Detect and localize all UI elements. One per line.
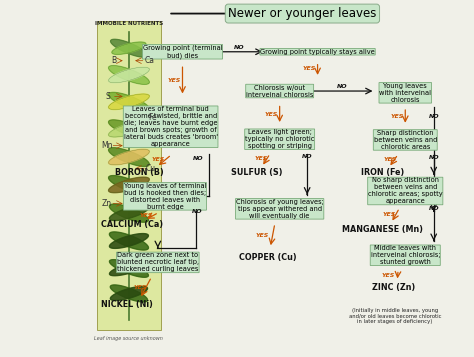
Text: COPPER (Cu): COPPER (Cu)	[239, 253, 297, 262]
Text: NO: NO	[429, 155, 439, 160]
Text: YES: YES	[383, 157, 397, 162]
Text: No sharp distinction
between veins and
chlorotic areas; spotty
appearance: No sharp distinction between veins and c…	[368, 177, 443, 205]
Polygon shape	[109, 233, 148, 248]
FancyBboxPatch shape	[97, 21, 161, 330]
Text: Young leaves of terminal
bud is hooked then dies;
distorted leaves with
burnt ed: Young leaves of terminal bud is hooked t…	[124, 183, 206, 210]
Text: SULFUR (S): SULFUR (S)	[231, 167, 283, 177]
Text: YES: YES	[303, 66, 316, 71]
Polygon shape	[109, 177, 149, 193]
Text: MANGANESE (Mn): MANGANESE (Mn)	[343, 225, 423, 234]
Text: NO: NO	[429, 114, 439, 119]
Polygon shape	[109, 67, 149, 83]
Text: Middle leaves with
interveinal chlorosis;
stunted growth: Middle leaves with interveinal chlorosis…	[371, 245, 440, 265]
Text: IRON (Fe): IRON (Fe)	[361, 167, 405, 177]
Text: YES: YES	[139, 213, 153, 218]
Polygon shape	[109, 206, 148, 221]
Text: Growing point typically stays alive: Growing point typically stays alive	[260, 49, 375, 55]
Text: NO: NO	[234, 45, 245, 50]
Polygon shape	[109, 92, 149, 111]
Text: NO: NO	[193, 156, 203, 161]
Text: Chlorosis of young leaves;
tips appear withered and
will eventually die: Chlorosis of young leaves; tips appear w…	[236, 199, 324, 219]
Text: YES: YES	[168, 78, 181, 83]
Polygon shape	[109, 66, 149, 84]
Text: YES: YES	[255, 156, 268, 161]
Polygon shape	[109, 176, 149, 194]
Text: Cu: Cu	[146, 164, 156, 173]
Text: Newer or younger leaves: Newer or younger leaves	[228, 7, 377, 20]
Text: YES: YES	[133, 285, 146, 290]
Text: BORON (B): BORON (B)	[115, 167, 163, 177]
Text: Leaves of terminal bud
become twisted, brittle and
die; leaves have burnt edge
a: Leaves of terminal bud become twisted, b…	[124, 106, 218, 147]
Polygon shape	[109, 204, 148, 222]
Polygon shape	[109, 261, 148, 276]
Text: Fe: Fe	[148, 112, 157, 122]
Text: IMMOBILE NUTRIENTS: IMMOBILE NUTRIENTS	[95, 21, 163, 26]
Text: Dark green zone next to
blunted necrotic leaf tip,
thickened curling leaves: Dark green zone next to blunted necrotic…	[117, 252, 199, 272]
Polygon shape	[109, 94, 149, 110]
Text: NO: NO	[191, 209, 202, 214]
Text: NO: NO	[337, 84, 347, 89]
Text: NICKEL (Ni): NICKEL (Ni)	[101, 300, 153, 309]
Text: S: S	[106, 92, 110, 101]
Text: Growing point (terminal
bud) dies: Growing point (terminal bud) dies	[143, 45, 222, 59]
Text: Mn: Mn	[101, 141, 112, 150]
Text: Sharp distinction
between veins and
chlorotic areas: Sharp distinction between veins and chlo…	[374, 130, 437, 150]
Text: Chlorosis w/out
interveinal chlorosis: Chlorosis w/out interveinal chlorosis	[246, 85, 313, 97]
Text: Zn: Zn	[101, 199, 112, 208]
Text: Young leaves
with interveinal
chlorosis: Young leaves with interveinal chlorosis	[379, 83, 431, 103]
Polygon shape	[109, 232, 148, 250]
Polygon shape	[110, 285, 147, 302]
Polygon shape	[109, 148, 149, 166]
Polygon shape	[110, 39, 147, 57]
Text: YES: YES	[391, 114, 404, 119]
Text: ZINC (Zn): ZINC (Zn)	[372, 283, 415, 292]
Text: NO: NO	[429, 206, 439, 211]
Polygon shape	[109, 120, 149, 139]
Text: YES: YES	[382, 273, 395, 278]
Text: Leaf image source unknown: Leaf image source unknown	[94, 336, 164, 341]
Text: YES: YES	[265, 112, 278, 117]
Text: Leaves light green;
typically no chlorotic
spotting or striping: Leaves light green; typically no chlorot…	[245, 129, 314, 149]
Polygon shape	[110, 286, 147, 301]
Polygon shape	[109, 121, 149, 137]
Text: CALCIUM (Ca): CALCIUM (Ca)	[100, 220, 163, 229]
Text: YES: YES	[383, 212, 396, 217]
Polygon shape	[109, 149, 149, 165]
Polygon shape	[109, 260, 148, 277]
Text: B: B	[111, 56, 116, 65]
Polygon shape	[112, 42, 146, 54]
Text: NO: NO	[302, 154, 313, 159]
Text: YES: YES	[152, 157, 165, 162]
Text: (Initially in middle leaves, young
and/or old leaves become chlorotic
in later s: (Initially in middle leaves, young and/o…	[348, 308, 441, 324]
Text: YES: YES	[255, 233, 269, 238]
Text: Ca: Ca	[144, 56, 155, 65]
